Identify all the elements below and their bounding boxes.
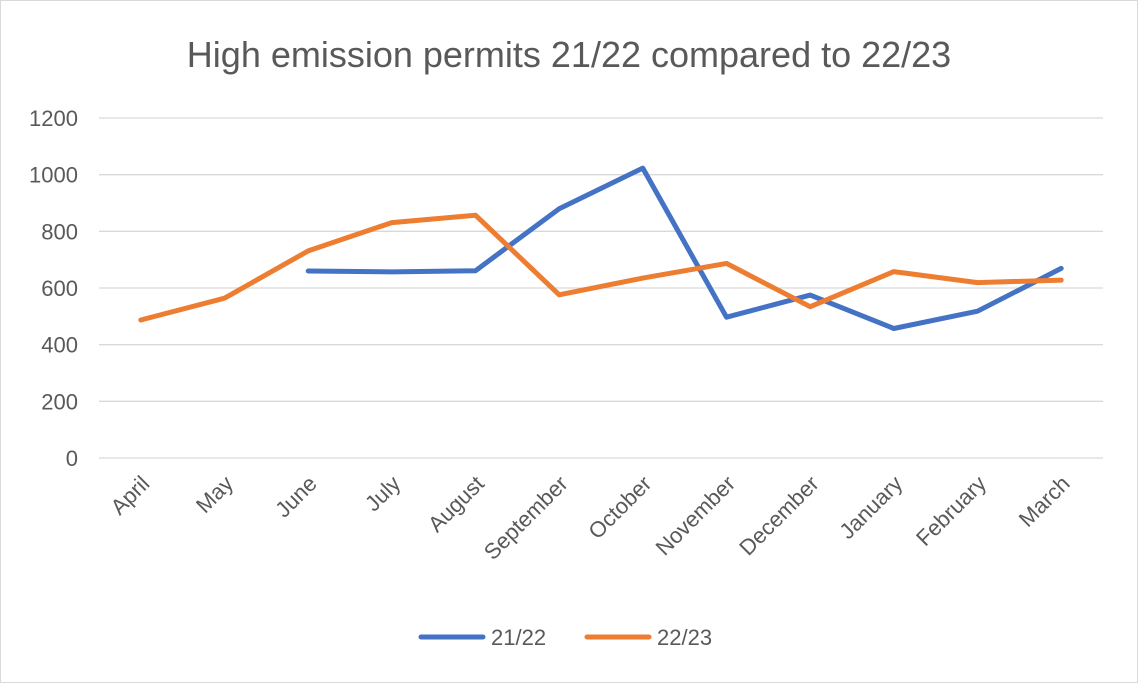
y-tick-label: 800 [41, 219, 78, 244]
x-tick-label: October [583, 471, 656, 544]
x-tick-label: August [423, 471, 489, 537]
x-tick-label: July [360, 471, 405, 516]
y-axis-ticks: 0 200 400 600 800 1000 1200 [29, 106, 78, 471]
x-tick-label: April [106, 471, 155, 520]
y-tick-label: 0 [66, 446, 78, 471]
y-tick-label: 600 [41, 276, 78, 301]
x-tick-label: March [1014, 471, 1075, 532]
legend-label: 21/22 [491, 625, 546, 650]
x-tick-label: November [651, 471, 740, 560]
legend: 21/22 22/23 [421, 625, 712, 650]
x-tick-label: September [479, 471, 573, 565]
y-tick-label: 200 [41, 389, 78, 414]
series-lines [141, 168, 1062, 329]
y-tick-label: 400 [41, 333, 78, 358]
x-tick-label: February [911, 471, 991, 551]
series-line-21-22 [308, 168, 1061, 328]
legend-label: 22/23 [657, 625, 712, 650]
y-tick-label: 1200 [29, 106, 78, 131]
x-tick-label: May [191, 471, 238, 518]
x-tick-label: January [834, 471, 907, 544]
chart-title: High emission permits 21/22 compared to … [187, 34, 951, 75]
y-tick-label: 1000 [29, 163, 78, 188]
x-tick-label: December [734, 471, 823, 560]
x-tick-label: June [270, 471, 321, 522]
